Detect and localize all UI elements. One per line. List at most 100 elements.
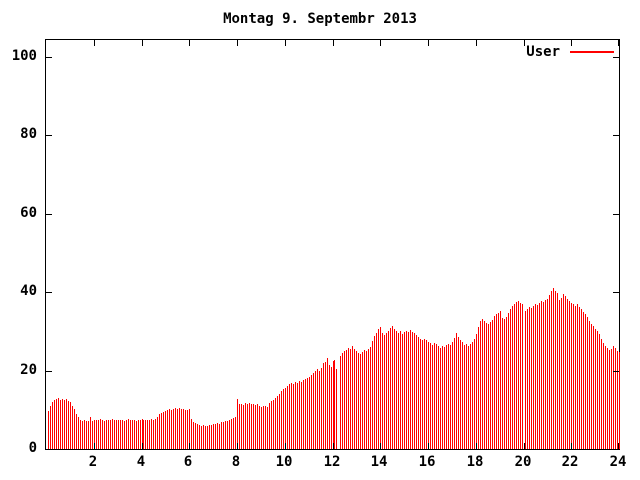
bar xyxy=(512,306,513,449)
bar xyxy=(301,382,302,449)
bar xyxy=(561,297,562,449)
bar xyxy=(516,302,517,449)
bar xyxy=(520,303,521,449)
bar xyxy=(396,331,397,449)
bar xyxy=(591,324,592,449)
bar xyxy=(346,349,347,449)
bar xyxy=(209,424,210,449)
bar xyxy=(398,332,399,449)
x-tick-mark xyxy=(189,443,190,449)
bar xyxy=(70,402,71,449)
bar xyxy=(539,303,540,449)
bar xyxy=(287,385,288,449)
bar xyxy=(599,334,600,449)
bar xyxy=(348,347,349,449)
bar xyxy=(110,420,111,449)
bar xyxy=(448,343,449,449)
bar xyxy=(183,408,184,449)
bar xyxy=(450,344,451,449)
bar xyxy=(48,410,49,449)
bar xyxy=(597,331,598,449)
bar xyxy=(237,398,238,449)
x-tick-label: 4 xyxy=(136,454,146,470)
bar xyxy=(402,333,403,449)
bar xyxy=(269,402,270,449)
bar xyxy=(362,351,363,449)
bar xyxy=(331,366,332,449)
bar xyxy=(352,345,353,449)
bar xyxy=(571,302,572,449)
bar xyxy=(340,356,341,449)
x-tick-mark xyxy=(94,443,95,449)
bar xyxy=(82,420,83,449)
x-tick-label: 20 xyxy=(514,454,532,470)
bar xyxy=(410,330,411,449)
bar xyxy=(492,319,493,449)
bar xyxy=(595,329,596,449)
bar xyxy=(189,409,190,449)
bar xyxy=(100,419,101,449)
bar xyxy=(263,406,264,449)
bar xyxy=(271,401,272,449)
bar xyxy=(414,333,415,449)
bar xyxy=(138,419,139,449)
y-tick-mark xyxy=(46,135,52,136)
bar xyxy=(249,402,250,449)
x-tick-mark xyxy=(285,40,286,46)
bar xyxy=(309,376,310,449)
bar xyxy=(498,312,499,449)
bar xyxy=(440,347,441,449)
bar xyxy=(229,420,230,449)
legend: User xyxy=(526,44,614,60)
bar xyxy=(364,350,365,449)
bar xyxy=(265,405,266,449)
bar xyxy=(327,358,328,449)
bar xyxy=(585,314,586,449)
bar xyxy=(382,332,383,449)
bar xyxy=(78,417,79,449)
bar xyxy=(241,403,242,449)
bar xyxy=(462,342,463,449)
bar xyxy=(432,344,433,449)
bar xyxy=(394,329,395,449)
bar xyxy=(197,423,198,449)
bar xyxy=(159,414,160,449)
bar xyxy=(315,371,316,449)
bar xyxy=(163,411,164,449)
y-tick-mark xyxy=(613,292,619,293)
bar xyxy=(213,424,214,449)
bar xyxy=(171,410,172,449)
bar xyxy=(122,419,123,449)
x-tick-mark xyxy=(428,40,429,46)
bar xyxy=(573,304,574,449)
bar xyxy=(378,329,379,449)
bar xyxy=(199,424,200,449)
bar xyxy=(193,422,194,449)
bar xyxy=(219,423,220,449)
bar xyxy=(408,332,409,449)
bar xyxy=(426,340,427,449)
bar xyxy=(124,420,125,449)
bar xyxy=(508,313,509,449)
bar xyxy=(293,383,294,449)
bar xyxy=(400,331,401,449)
y-tick-mark xyxy=(613,214,619,215)
y-tick-mark xyxy=(46,292,52,293)
x-tick-label: 24 xyxy=(609,454,627,470)
bar xyxy=(418,337,419,449)
bar xyxy=(195,423,196,449)
bar xyxy=(454,338,455,449)
bar xyxy=(58,398,59,449)
bar xyxy=(299,381,300,449)
bar xyxy=(601,339,602,449)
x-tick-label: 22 xyxy=(561,454,579,470)
bar xyxy=(406,330,407,449)
bar xyxy=(132,419,133,449)
bar xyxy=(225,420,226,449)
x-tick-mark xyxy=(618,443,619,449)
bar xyxy=(468,345,469,449)
bar xyxy=(603,342,604,449)
bar xyxy=(527,308,528,449)
x-tick-mark xyxy=(189,40,190,46)
